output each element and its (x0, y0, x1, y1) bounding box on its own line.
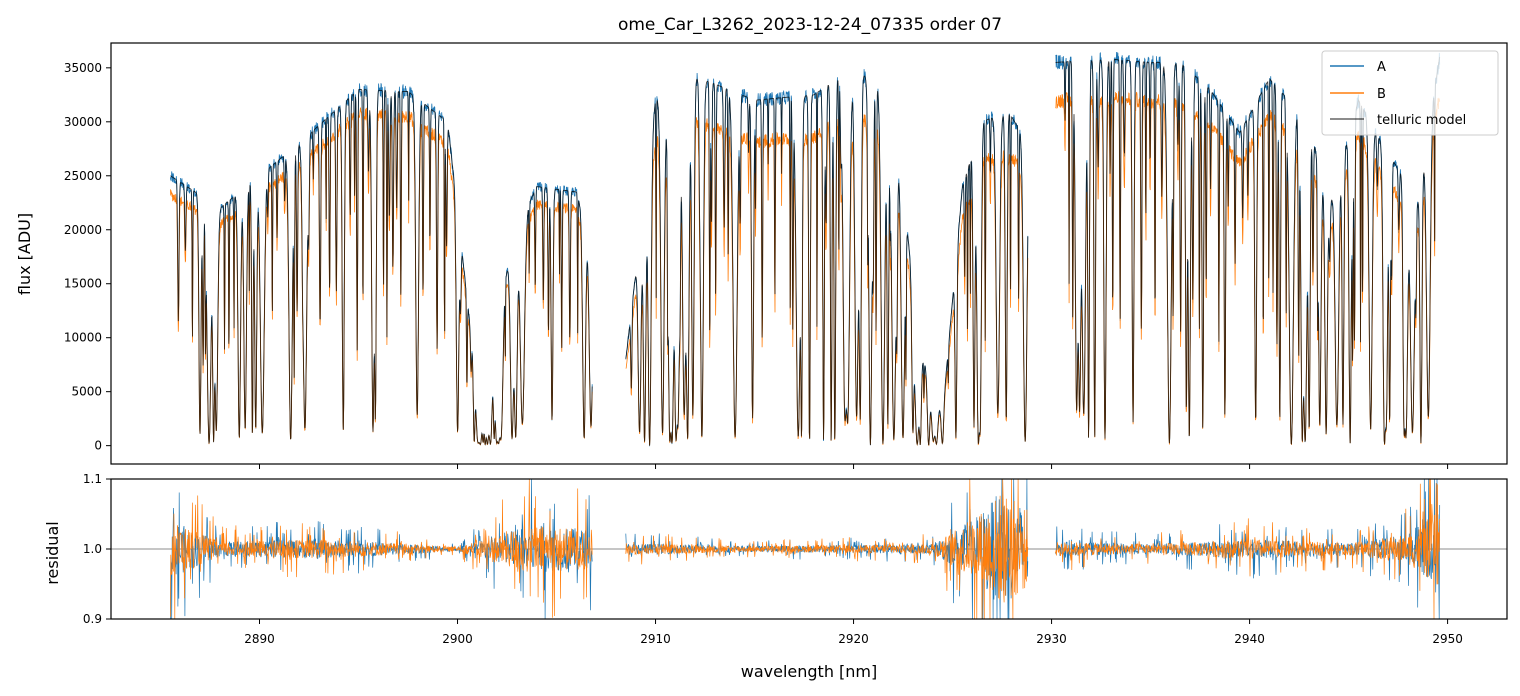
residual-y-label: residual (43, 521, 62, 584)
residual-y-tick-label: 1.1 (83, 472, 102, 486)
residual-y-tick-label: 0.9 (83, 612, 102, 626)
residual-panel: 0.9 1.0 1.1 2890 2900 2910 2920 2930 2940 2950 r… (43, 472, 1508, 681)
residual-series-group (111, 478, 1507, 620)
telluric-model-line (170, 89, 593, 446)
flux-y-tick-label: 25000 (64, 169, 102, 183)
residual-b-line (625, 478, 1029, 620)
legend: A B telluric model (1321, 50, 1499, 136)
flux-axes-frame (110, 42, 1508, 465)
residual-x-tick-label: 2910 (640, 632, 671, 646)
legend-label-b: B (1377, 87, 1386, 102)
chart-title: ome_Car_L3262_2023-12-24_07335 order 07 (618, 15, 1002, 35)
flux-y-tick-label: 15000 (64, 277, 102, 291)
flux-y-ticks: 0 5000 10000 15000 20000 25000 30000 35000 (64, 61, 111, 453)
telluric-model-line (625, 75, 1029, 446)
residual-b-line (170, 478, 593, 619)
flux-y-tick-label: 30000 (64, 115, 102, 129)
flux-y-tick-label: 10000 (64, 331, 102, 345)
flux-y-tick-label: 20000 (64, 223, 102, 237)
residual-x-tick-label: 2900 (442, 632, 473, 646)
residual-x-tick-label: 2940 (1234, 632, 1265, 646)
residual-x-tick-label: 2920 (838, 632, 869, 646)
residual-x-tick-label: 2950 (1432, 632, 1463, 646)
flux-y-tick-label: 0 (94, 439, 102, 453)
residual-y-ticks: 0.9 1.0 1.1 (83, 472, 111, 626)
residual-x-tick-label: 2890 (244, 632, 275, 646)
x-axis-label: wavelength [nm] (741, 662, 878, 681)
legend-box (1321, 50, 1499, 136)
legend-label-telluric: telluric model (1377, 113, 1466, 128)
flux-y-label: flux [ADU] (15, 213, 34, 295)
residual-x-tick-label: 2930 (1036, 632, 1067, 646)
flux-series-group (170, 51, 1441, 447)
flux-y-tick-label: 35000 (64, 61, 102, 75)
flux-panel: 0 5000 10000 15000 20000 25000 30000 35000 flux… (15, 42, 1508, 469)
residual-x-ticks: 2890 2900 2910 2920 2930 2940 2950 (244, 619, 1463, 646)
residual-y-tick-label: 1.0 (83, 542, 102, 556)
flux-x-ticks (259, 464, 1449, 469)
residual-b-line (1055, 478, 1441, 620)
legend-label-a: A (1377, 60, 1386, 75)
flux-y-tick-label: 5000 (71, 385, 102, 399)
